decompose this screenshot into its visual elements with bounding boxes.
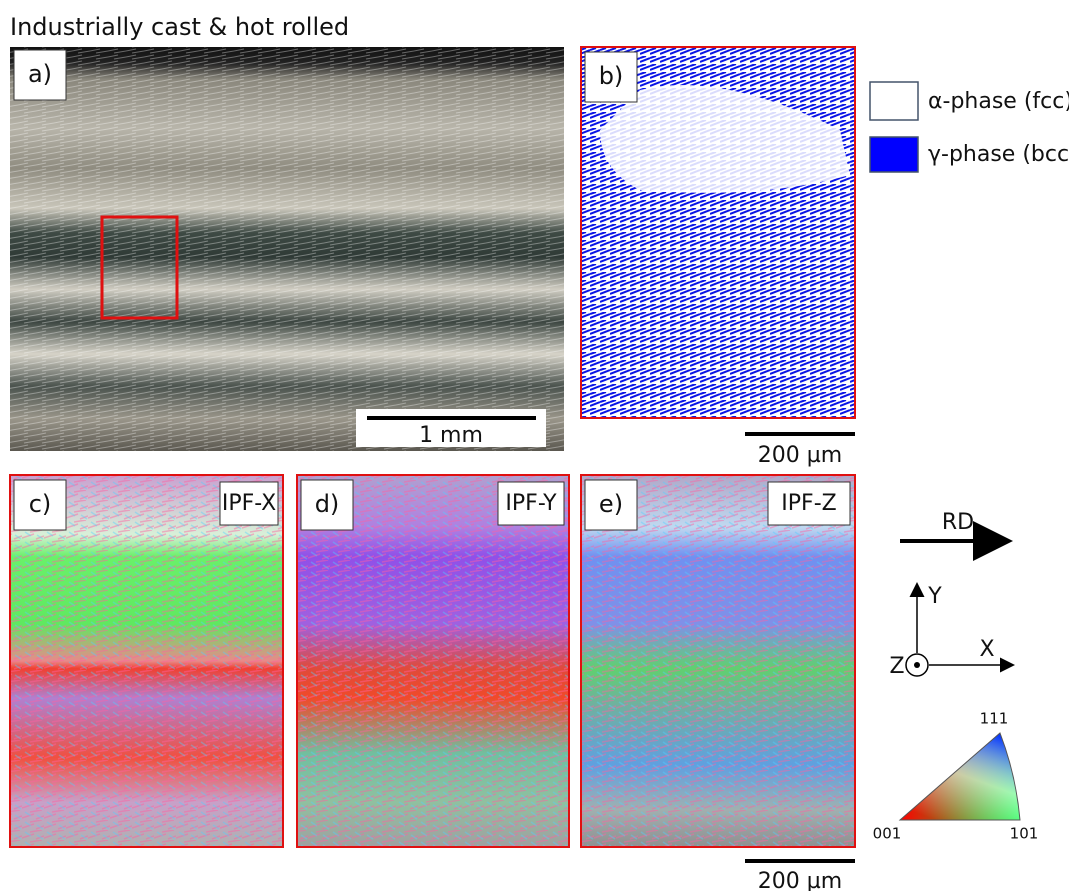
figure: Industrially cast & hot rolled a) 1 mm b… [0, 0, 1069, 891]
panel-label: a) [28, 60, 52, 88]
ipf-label: IPF-X [222, 491, 276, 516]
scale-label: 200 µm [758, 443, 842, 468]
ipf-texture [297, 475, 569, 847]
legend-label: γ-phase (bcc) [928, 142, 1069, 167]
ipf-label: IPF-Z [781, 491, 836, 516]
legend-swatch [870, 137, 918, 172]
ipf-key-label: 111 [980, 710, 1009, 728]
micrograph-texture [10, 47, 564, 451]
ipf-texture [10, 475, 283, 847]
title: Industrially cast & hot rolled [10, 13, 349, 41]
axis-label: Y [927, 584, 942, 609]
legend-label: α-phase (fcc) [928, 89, 1069, 114]
z-axis-dot [914, 662, 920, 668]
panel-label: b) [599, 62, 624, 90]
panel-label: e) [599, 490, 623, 518]
panel-label: c) [29, 490, 52, 518]
ipf-key-label: 101 [1010, 825, 1039, 843]
ipf-panel: e) IPF-Z [581, 475, 855, 847]
scale-label: 1 mm [419, 423, 483, 448]
ipf-panel: d) IPF-Y [297, 475, 569, 847]
ipf-texture [581, 475, 855, 847]
scale-label: 200 µm [758, 869, 842, 891]
panel-label: d) [315, 490, 340, 518]
axis-label: X [979, 637, 994, 662]
ipf-key-overlay [900, 733, 1020, 820]
ipf-label: IPF-Y [505, 491, 557, 516]
ipf-panel: c) IPF-X [10, 475, 283, 847]
axis-label: Z [889, 654, 904, 679]
legend-swatch [870, 82, 918, 120]
rd-label: RD [942, 510, 974, 535]
ipf-key-label: 001 [873, 825, 902, 843]
